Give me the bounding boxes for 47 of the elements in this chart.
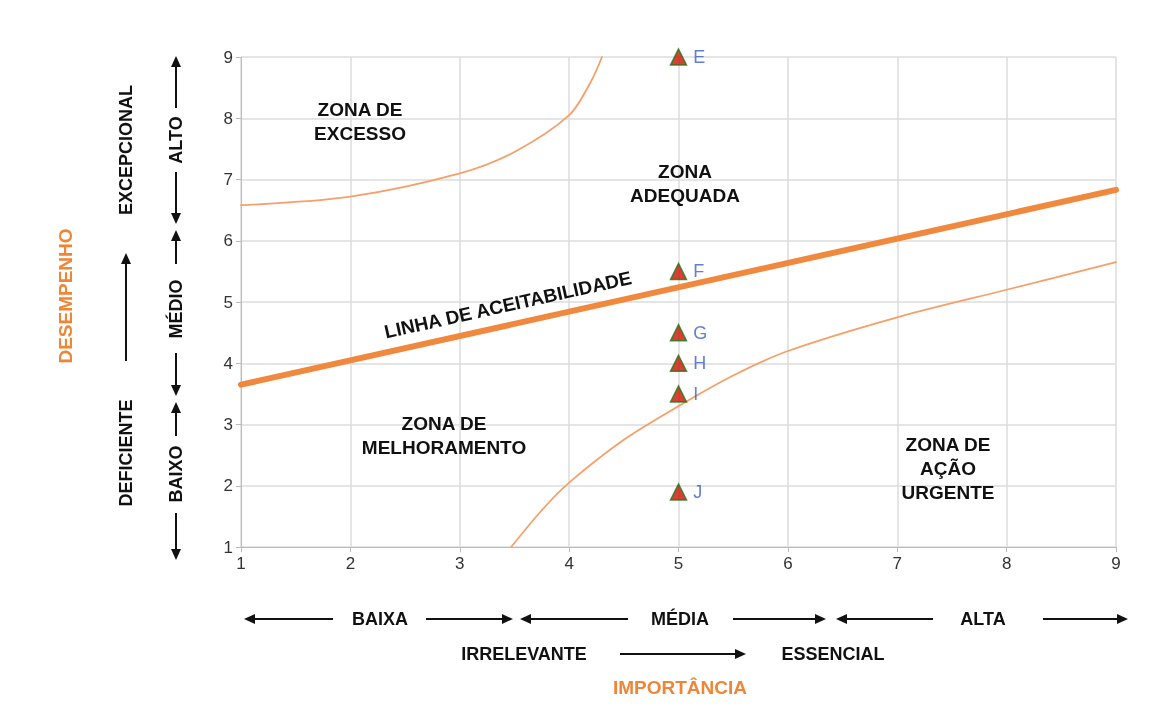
y-tick-label: 1 [223,537,233,557]
point [669,323,688,342]
text: DEFICIENTE [116,399,136,507]
y-tick-label: 5 [223,292,233,312]
annotation: ZONA DE EXCESSO [314,98,406,144]
y-tick-label: 2 [223,476,233,496]
x-tick-label: 5 [673,554,684,573]
data-label: E [693,47,706,67]
text: ALTO [166,116,186,164]
text: ALTA [960,609,1006,629]
x-tick-label: 8 [1001,554,1012,573]
text: IMPORTÂNCIA [612,676,748,698]
y-tick-label: 9 [223,47,233,67]
point [669,48,688,66]
text: MÉDIA [651,608,709,629]
text: EXCEPCIONAL [116,84,136,216]
annotation: ZONA ADEQUADA [630,160,741,206]
text: BAIXO [166,445,186,503]
x-tick-label: 4 [564,554,574,573]
x-tick-label: 2 [345,554,356,573]
x-tick-label: 3 [455,554,465,573]
y-tick-label: 8 [223,108,233,128]
x-tick-label: 7 [892,554,902,573]
data-label: I [693,383,699,404]
y-tick-label: 4 [223,353,233,373]
line-series [240,56,603,207]
point [669,385,688,403]
point [669,483,688,501]
point [669,262,688,281]
y-tick-label: 6 [223,231,233,251]
x-tick-label: 1 [236,554,246,573]
data-label: F [693,261,705,282]
data-label: G [693,322,708,343]
x-tick-label: 9 [1111,554,1121,573]
text: IRRELEVANTE [461,644,587,664]
text: MÉDIO [165,279,186,339]
y-tick-label: 3 [223,415,233,434]
point [669,354,688,372]
annotation: ZONA DE AÇÃO URGENTE [901,433,995,503]
y-tick-label: 7 [223,170,233,189]
text: DESEMPENHO [54,228,76,364]
x-tick-label: 6 [783,554,793,573]
annotation: ZONA DE MELHORAMENTO [361,412,527,458]
text: ESSENCIAL [781,644,885,664]
data-label: H [693,353,707,374]
data-label: J [693,481,703,502]
text: BAIXA [351,609,409,629]
